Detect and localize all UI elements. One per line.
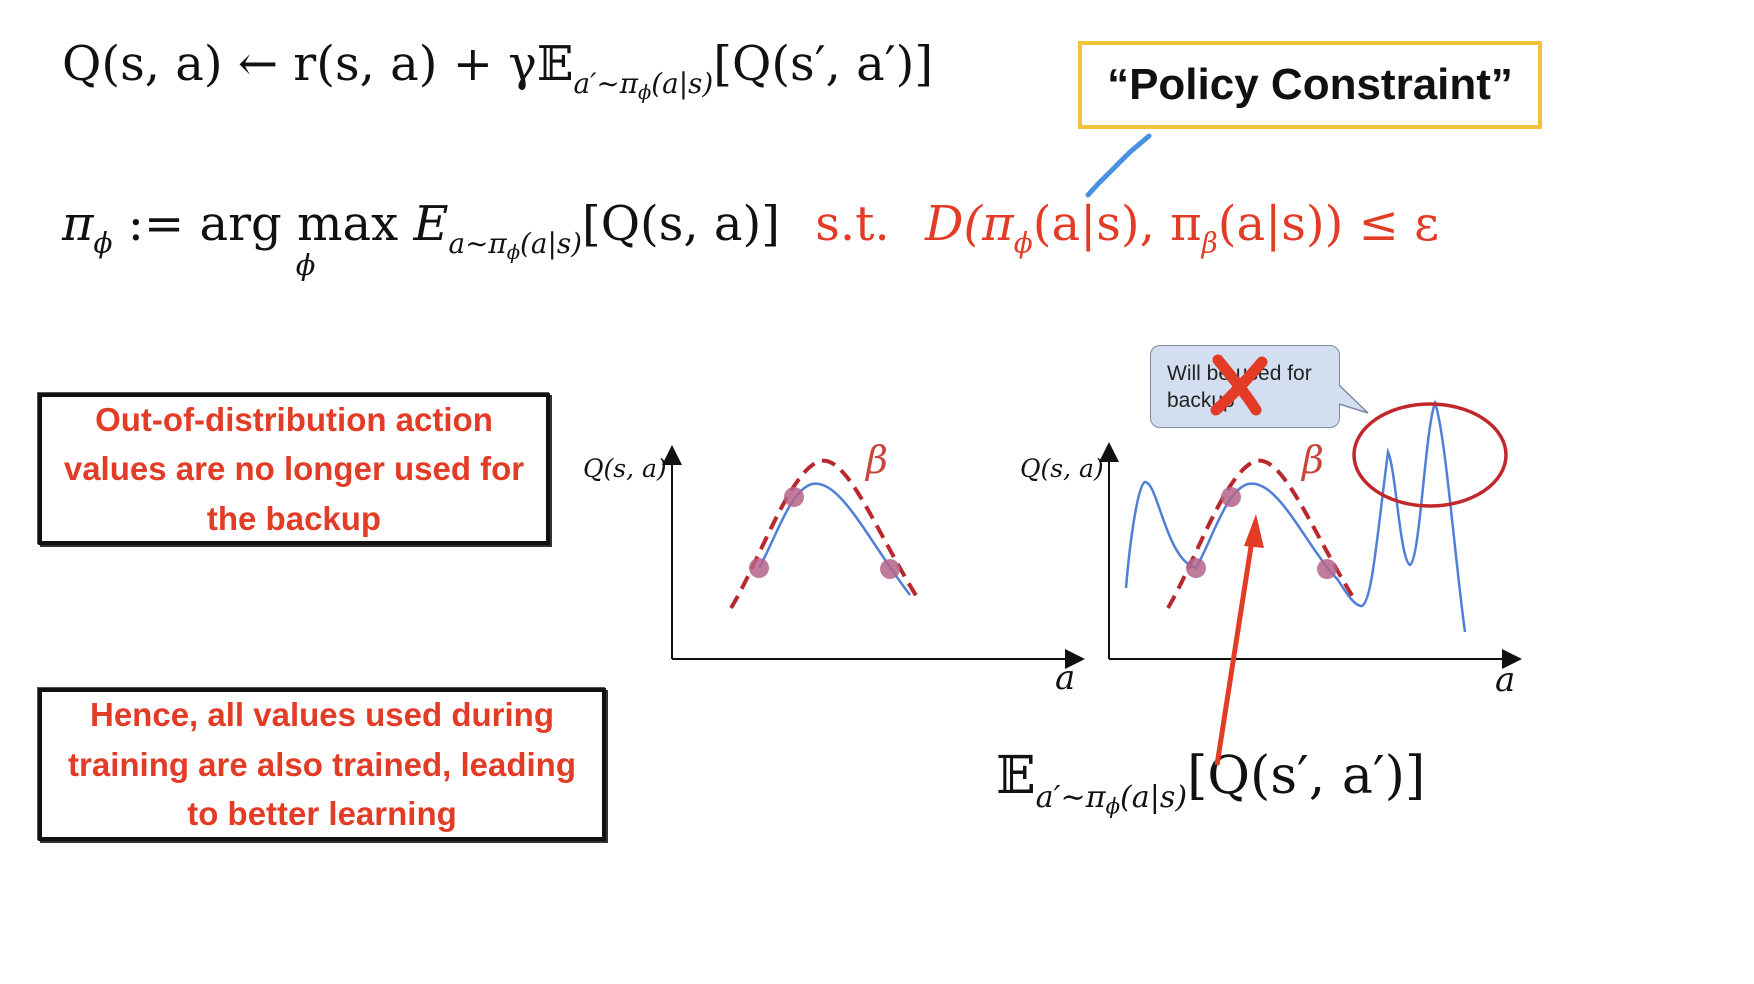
right-q-curve (1124, 399, 1467, 633)
target-expectation: 𝔼a′∼πϕ(a|s)[Q(s′, a′)] (996, 746, 1426, 818)
policy-argmax: := arg max ϕ (127, 196, 399, 282)
right-data-point (1317, 559, 1337, 579)
left-data-point (880, 559, 900, 579)
right-plot-ylabel: Q(s, a) (1020, 454, 1104, 483)
speech-line-1: Will be used for (1167, 362, 1312, 385)
target-arrow (1214, 514, 1264, 766)
bellman-rhs: [Q(s′, a′)] (713, 36, 934, 92)
speech-bubble-tail (1338, 384, 1369, 414)
right-data-point (1221, 487, 1241, 507)
left-data-point (784, 487, 804, 507)
speech-bubble: Will be used for backup (1150, 345, 1340, 428)
right-plot-xlabel: a (1495, 660, 1516, 700)
left-data-point (749, 558, 769, 578)
left-q-curve (757, 482, 911, 596)
bellman-lhs: Q(s, a) ← r(s, a) + γ (62, 36, 537, 92)
policy-st: s.t. (815, 196, 890, 252)
callout-connector (1085, 133, 1152, 198)
left-plot-axes (662, 445, 1085, 669)
left-behavior-curve (729, 458, 922, 610)
policy-lhs: πϕ (62, 196, 113, 260)
right-behavior-curve (1166, 458, 1358, 610)
hence-note-box: Hence, all values used during training a… (38, 688, 606, 841)
ood-note-text: Out-of-distribution action values are no… (63, 400, 525, 537)
ood-note-box: Out-of-distribution action values are no… (38, 393, 550, 545)
bellman-equation: Q(s, a) ← r(s, a) + γ𝔼a′∼πϕ(a|s)[Q(s′, a… (62, 36, 933, 103)
bellman-expectation: 𝔼 (536, 36, 574, 92)
policy-equation: πϕ := arg max ϕ Ea∼πϕ(a|s)[Q(s, a)] s.t. … (62, 196, 1439, 282)
callout-label: “Policy Constraint” (1107, 60, 1513, 109)
policy-constraint: D(πϕ(a|s), πβ(a|s)) ≤ ε (924, 196, 1439, 260)
hence-note-text: Hence, all values used during training a… (68, 696, 576, 833)
right-plot-axes (1099, 442, 1522, 669)
right-plot-beta: β (1302, 438, 1324, 482)
policy-constraint-callout: “Policy Constraint” (1078, 41, 1542, 129)
policy-objective: Ea∼πϕ(a|s)[Q(s, a)] (413, 196, 780, 264)
left-plot-ylabel: Q(s, a) (583, 454, 667, 483)
left-plot-beta: β (866, 438, 888, 482)
cross-mark-icon (1210, 354, 1268, 416)
bellman-subscript: a′∼πϕ(a|s) (573, 66, 714, 104)
right-data-point (1186, 558, 1206, 578)
ood-highlight-ellipse (1352, 402, 1508, 508)
